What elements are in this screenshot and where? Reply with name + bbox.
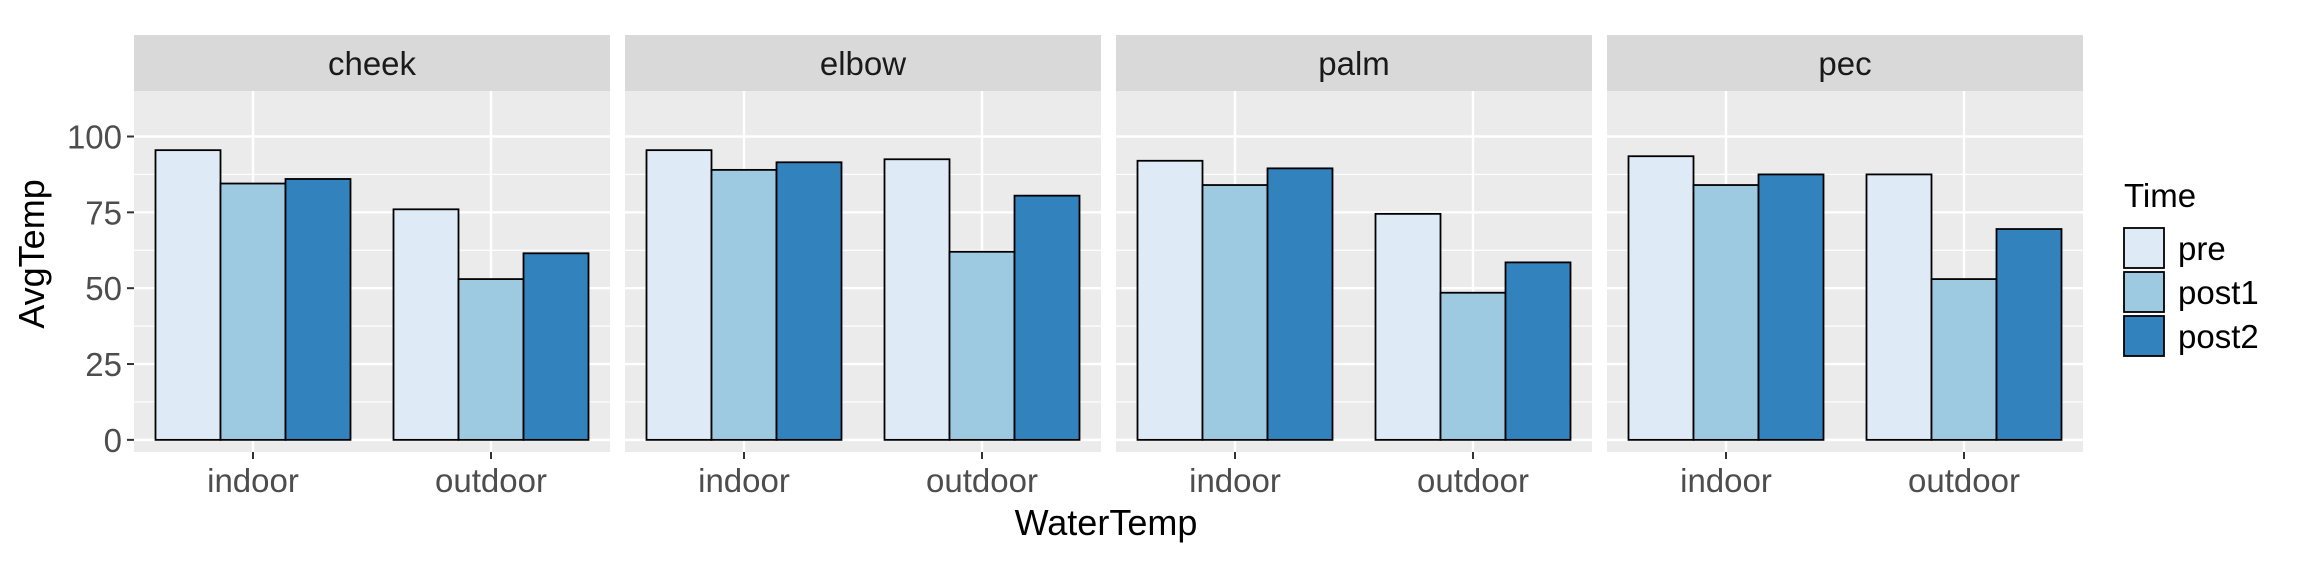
facet-strip [625, 35, 1101, 91]
bar-cheek-indoor-post2 [284, 178, 352, 441]
x-tick-label: indoor [698, 462, 790, 499]
facet-strip-label: pec [1818, 45, 1871, 82]
x-tick-label: outdoor [1417, 462, 1529, 499]
bar-elbow-indoor-post2 [775, 161, 843, 441]
y-tick-label: 0 [104, 422, 122, 459]
facet-strip-label: palm [1318, 45, 1390, 82]
legend-label-post2: post2 [2178, 318, 2259, 355]
bar-cheek-outdoor-post2 [522, 252, 590, 441]
facet-strip [1607, 35, 2083, 91]
bar-elbow-outdoor-pre [883, 158, 951, 441]
legend-label-post1: post1 [2178, 274, 2259, 311]
facet-panel-elbow: elbow indoor outdoor [625, 35, 1101, 499]
x-tick-label: indoor [207, 462, 299, 499]
legend-key-post1 [2123, 271, 2165, 313]
x-tick-label: indoor [1189, 462, 1281, 499]
legend: Time pre post1 post2 [2123, 177, 2259, 357]
y-axis: 0 25 50 75 100 [67, 119, 134, 459]
bar-palm-indoor-post2 [1266, 167, 1334, 441]
bar-pec-outdoor-post2 [1995, 228, 2063, 441]
facet-strip-label: elbow [820, 45, 906, 82]
bar-elbow-indoor-post1 [710, 168, 778, 441]
facet-strip [134, 35, 610, 91]
bar-palm-outdoor-post1 [1439, 291, 1507, 441]
bar-palm-outdoor-pre [1374, 212, 1442, 441]
bar-elbow-outdoor-post2 [1013, 194, 1081, 441]
facet-panel-cheek: cheek indoor outdoor [134, 35, 610, 499]
legend-key-post2 [2123, 315, 2165, 357]
y-tick-label: 100 [67, 119, 122, 156]
facet-strip [1116, 35, 1592, 91]
y-tick-label: 50 [85, 270, 122, 307]
bar-pec-outdoor-pre [1865, 173, 1933, 441]
y-tick-label: 75 [85, 194, 122, 231]
bar-palm-indoor-post1 [1201, 184, 1269, 441]
x-tick-label: indoor [1680, 462, 1772, 499]
bar-pec-indoor-post1 [1692, 184, 1760, 441]
legend-label-pre: pre [2178, 230, 2226, 267]
x-tick-label: outdoor [926, 462, 1038, 499]
facet-strip-label: cheek [328, 45, 417, 82]
legend-title: Time [2124, 177, 2196, 214]
bar-cheek-outdoor-pre [392, 208, 460, 441]
bar-elbow-outdoor-post1 [948, 250, 1016, 441]
bar-pec-outdoor-post1 [1930, 278, 1998, 441]
bar-cheek-indoor-pre [154, 149, 222, 441]
x-tick-label: outdoor [435, 462, 547, 499]
x-axis-title: WaterTemp [1015, 502, 1198, 543]
bar-cheek-outdoor-post1 [457, 278, 525, 441]
legend-key-pre [2123, 227, 2165, 269]
bar-pec-indoor-post2 [1757, 173, 1825, 441]
y-tick-label: 25 [85, 346, 122, 383]
y-axis-title: AvgTemp [11, 179, 52, 328]
bar-palm-outdoor-post2 [1504, 261, 1572, 441]
bar-palm-indoor-pre [1136, 159, 1204, 441]
x-tick-label: outdoor [1908, 462, 2020, 499]
bar-pec-indoor-pre [1627, 155, 1695, 441]
bar-elbow-indoor-pre [645, 149, 713, 441]
facet-panel-palm: palm indoor outdoor [1116, 35, 1592, 499]
facet-panel-pec: pec indoor outdoor [1607, 35, 2083, 499]
bar-cheek-indoor-post1 [219, 182, 287, 441]
